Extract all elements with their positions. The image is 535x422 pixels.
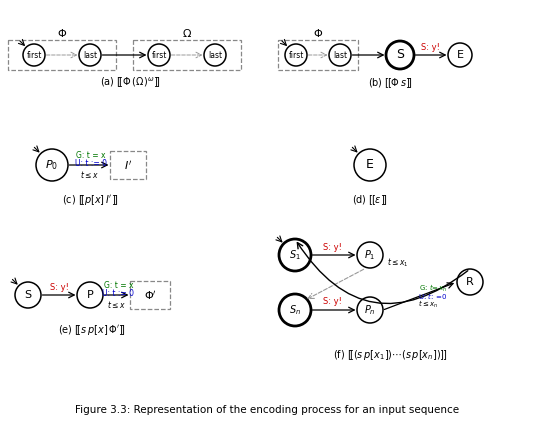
- Text: (f) $[\![(s\,p[x_1])\cdots(s\,p[x_n])]\!]$: (f) $[\![(s\,p[x_1])\cdots(s\,p[x_n])]\!…: [333, 348, 447, 362]
- Circle shape: [448, 43, 472, 67]
- Circle shape: [15, 282, 41, 308]
- FancyArrowPatch shape: [297, 243, 468, 303]
- Text: U: $t\!:=\!0$: U: $t\!:=\!0$: [418, 291, 448, 301]
- Text: U: t := 0: U: t := 0: [75, 159, 107, 168]
- Text: $\Phi$: $\Phi$: [57, 27, 67, 39]
- Text: (a) $[\![\Phi\,(\Omega)^\omega]\!]$: (a) $[\![\Phi\,(\Omega)^\omega]\!]$: [100, 76, 160, 90]
- Text: S: y!: S: y!: [421, 43, 439, 51]
- Text: $S_1$: $S_1$: [289, 248, 301, 262]
- Text: $t \leq x_1$: $t \leq x_1$: [387, 257, 409, 269]
- Text: $\Omega$: $\Omega$: [182, 27, 192, 39]
- Text: S: y!: S: y!: [50, 282, 68, 292]
- Circle shape: [279, 294, 311, 326]
- Circle shape: [354, 149, 386, 181]
- Text: E: E: [456, 50, 463, 60]
- Text: G: t = x: G: t = x: [77, 151, 106, 160]
- Text: $I'$: $I'$: [124, 159, 132, 171]
- Text: (b) $[\![\Phi\,s]\!]$: (b) $[\![\Phi\,s]\!]$: [368, 76, 412, 90]
- Text: $P_1$: $P_1$: [364, 248, 376, 262]
- Text: R: R: [466, 277, 474, 287]
- Text: first: first: [151, 51, 167, 60]
- Text: $\Phi$: $\Phi$: [313, 27, 323, 39]
- Text: last: last: [208, 51, 222, 60]
- Text: G: $t\!=\!x_n$: G: $t\!=\!x_n$: [419, 282, 447, 294]
- Circle shape: [79, 44, 101, 66]
- Text: E: E: [366, 159, 374, 171]
- Text: S: y!: S: y!: [323, 298, 342, 306]
- Text: $\Phi'$: $\Phi'$: [143, 289, 156, 301]
- Text: $t \leq x_n$: $t \leq x_n$: [418, 298, 438, 310]
- Circle shape: [36, 149, 68, 181]
- Text: S: y!: S: y!: [323, 243, 342, 252]
- Text: last: last: [83, 51, 97, 60]
- Text: first: first: [26, 51, 42, 60]
- Circle shape: [386, 41, 414, 69]
- Text: $S_n$: $S_n$: [289, 303, 301, 317]
- Circle shape: [285, 44, 307, 66]
- Text: last: last: [333, 51, 347, 60]
- Text: P: P: [87, 290, 94, 300]
- Circle shape: [357, 242, 383, 268]
- Text: Figure 3.3: Representation of the encoding process for an input sequence: Figure 3.3: Representation of the encodi…: [75, 405, 459, 415]
- Text: G: t = x: G: t = x: [104, 281, 133, 289]
- Circle shape: [357, 297, 383, 323]
- Text: first: first: [288, 51, 304, 60]
- Text: (e) $[\![s\,p[x]\,\Phi^\prime]\!]$: (e) $[\![s\,p[x]\,\Phi^\prime]\!]$: [58, 323, 126, 337]
- Text: (d) $[\![\varepsilon]\!]$: (d) $[\![\varepsilon]\!]$: [352, 193, 388, 207]
- Circle shape: [279, 239, 311, 271]
- Circle shape: [457, 269, 483, 295]
- Text: $P_0$: $P_0$: [45, 158, 58, 172]
- Circle shape: [204, 44, 226, 66]
- Circle shape: [23, 44, 45, 66]
- Text: S: S: [396, 49, 404, 62]
- Text: $t \leq x$: $t \leq x$: [80, 170, 98, 181]
- Text: U: t := 0: U: t := 0: [103, 289, 134, 298]
- Text: S: S: [25, 290, 32, 300]
- Circle shape: [148, 44, 170, 66]
- Text: $P_n$: $P_n$: [364, 303, 376, 317]
- Text: (c) $[\![p[x]\,I^\prime]\!]$: (c) $[\![p[x]\,I^\prime]\!]$: [62, 193, 118, 207]
- Circle shape: [77, 282, 103, 308]
- Text: $t \leq x$: $t \leq x$: [107, 300, 126, 311]
- Circle shape: [329, 44, 351, 66]
